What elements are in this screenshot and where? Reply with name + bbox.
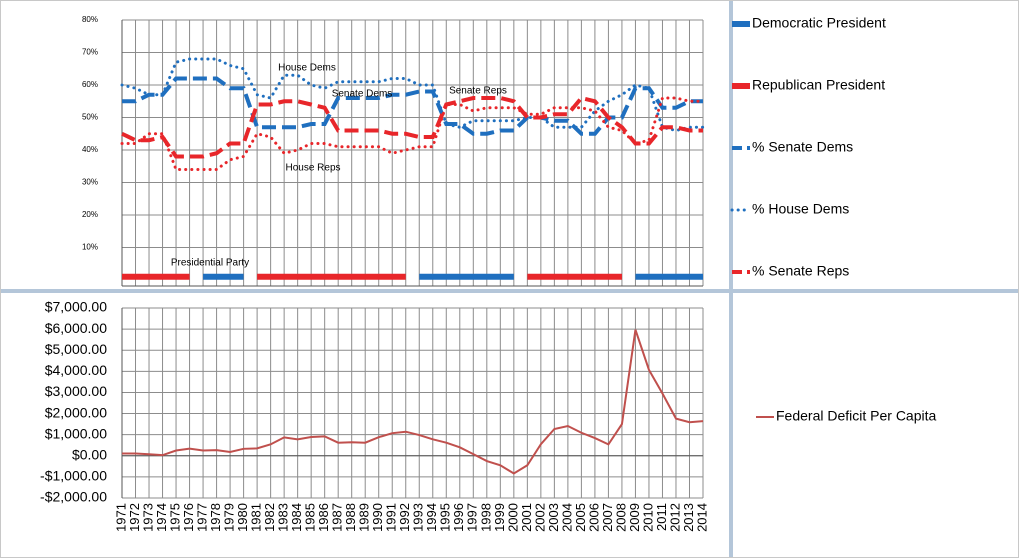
legend-label: % Senate Dems xyxy=(752,139,853,155)
x-tick-label: 1976 xyxy=(181,503,196,532)
x-tick-label: 1972 xyxy=(127,503,142,532)
y-tick-label: $4,000.00 xyxy=(45,362,107,378)
y-tick-label: $5,000.00 xyxy=(45,341,107,357)
x-tick-label: 2011 xyxy=(654,503,669,531)
x-tick-label: 2014 xyxy=(694,503,709,532)
x-tick-label: 1971 xyxy=(113,503,128,532)
y-tick-label: 30% xyxy=(82,178,98,187)
x-tick-label: 1987 xyxy=(330,503,345,532)
y-tick-label: 60% xyxy=(82,80,98,89)
y-tick-label: $1,000.00 xyxy=(45,425,107,441)
x-tick-label: 2013 xyxy=(681,503,696,532)
series-line xyxy=(121,95,703,159)
x-tick-label: 1981 xyxy=(249,503,264,532)
x-tick-label: 1979 xyxy=(222,503,237,532)
annotation: House Reps xyxy=(285,163,340,174)
x-tick-label: 1999 xyxy=(492,503,507,532)
y-tick-label: $3,000.00 xyxy=(45,383,107,399)
annotation: House Dems xyxy=(278,63,336,74)
x-tick-label: 1993 xyxy=(411,503,426,532)
x-tick-label: 1994 xyxy=(424,503,439,532)
annotation: Presidential Party xyxy=(171,258,249,269)
y-tick-label: 10% xyxy=(82,243,98,252)
x-tick-label: 2003 xyxy=(546,503,561,532)
y-tick-label: -$1,000.00 xyxy=(40,468,107,484)
x-tick-label: 1991 xyxy=(384,503,399,532)
x-tick-label: 2006 xyxy=(586,503,601,532)
x-tick-label: 2002 xyxy=(532,503,547,532)
x-tick-label: 1978 xyxy=(208,503,223,532)
y-tick-label: $7,000.00 xyxy=(45,299,107,315)
x-tick-label: 1992 xyxy=(397,503,412,532)
series-line xyxy=(120,96,705,171)
x-tick-label: 2005 xyxy=(573,503,588,532)
y-tick-label: 40% xyxy=(82,145,98,154)
y-tick-label: -$2,000.00 xyxy=(40,489,107,505)
x-tick-label: 1988 xyxy=(343,503,358,532)
x-tick-label: 1995 xyxy=(438,503,453,532)
x-tick-label: 1977 xyxy=(195,503,210,532)
x-tick-label: 2000 xyxy=(505,503,520,532)
x-tick-label: 2008 xyxy=(613,503,628,532)
legend-label: % Senate Reps xyxy=(752,263,849,279)
y-tick-label: $6,000.00 xyxy=(45,320,107,336)
y-tick-label: 80% xyxy=(82,15,98,24)
x-tick-label: 1989 xyxy=(357,503,372,532)
x-tick-label: 2010 xyxy=(640,503,655,532)
x-tick-label: 2009 xyxy=(627,503,642,532)
x-tick-label: 1973 xyxy=(140,503,155,532)
x-tick-label: 1974 xyxy=(154,503,169,532)
x-tick-label: 1998 xyxy=(478,503,493,532)
y-tick-label: 70% xyxy=(82,48,98,57)
x-tick-label: 1983 xyxy=(276,503,291,532)
y-tick-label: $0.00 xyxy=(72,446,107,462)
x-tick-label: 1985 xyxy=(303,503,318,532)
annotation: Senate Reps xyxy=(449,86,507,97)
series-line xyxy=(120,57,705,133)
x-tick-label: 1997 xyxy=(465,503,480,532)
x-tick-label: 2007 xyxy=(600,503,615,532)
annotation: Senate Dems xyxy=(332,89,393,100)
legend-label: % House Dems xyxy=(752,201,849,217)
x-tick-label: 1990 xyxy=(370,503,385,532)
y-tick-label: $2,000.00 xyxy=(45,404,107,420)
x-tick-label: 1986 xyxy=(316,503,331,532)
x-tick-label: 1996 xyxy=(451,503,466,532)
legend-label: Democratic President xyxy=(752,15,886,31)
series-line xyxy=(122,329,704,475)
series-line xyxy=(122,76,703,136)
x-tick-label: 1980 xyxy=(235,503,250,532)
x-tick-label: 2012 xyxy=(667,503,682,532)
legend-label: Republican President xyxy=(752,77,885,93)
x-tick-label: 2001 xyxy=(519,503,534,532)
x-tick-label: 1975 xyxy=(167,503,182,532)
x-tick-label: 2004 xyxy=(559,503,574,532)
x-tick-label: 1984 xyxy=(289,503,304,532)
y-tick-label: 20% xyxy=(82,210,98,219)
y-tick-label: 50% xyxy=(82,113,98,122)
x-tick-label: 1982 xyxy=(262,503,277,532)
legend-label: Federal Deficit Per Capita xyxy=(776,408,937,424)
